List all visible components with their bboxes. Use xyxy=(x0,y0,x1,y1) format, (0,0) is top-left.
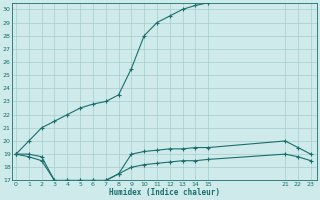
X-axis label: Humidex (Indice chaleur): Humidex (Indice chaleur) xyxy=(109,188,220,197)
